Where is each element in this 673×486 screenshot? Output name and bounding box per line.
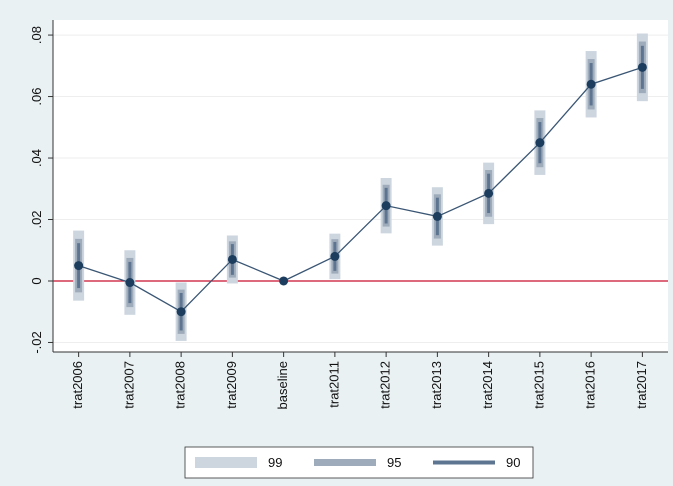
x-tick-label: trat2007 bbox=[121, 361, 136, 409]
x-tick-label: trat2013 bbox=[429, 361, 444, 409]
estimate-point bbox=[535, 138, 545, 148]
plot-area bbox=[53, 20, 668, 352]
estimate-line bbox=[78, 66, 643, 313]
estimate-point bbox=[227, 254, 237, 264]
legend-label: 99 bbox=[268, 455, 282, 470]
estimate-point bbox=[330, 251, 340, 261]
y-tick-label: .04 bbox=[29, 149, 44, 167]
x-tick-label: trat2012 bbox=[378, 361, 393, 409]
y-tick-label: .08 bbox=[29, 26, 44, 44]
x-tick-label: trat2009 bbox=[224, 361, 239, 409]
x-tick-label: trat2017 bbox=[634, 361, 649, 409]
legend-label: 95 bbox=[387, 455, 401, 470]
estimate-point bbox=[74, 261, 84, 271]
estimate-point bbox=[637, 62, 647, 72]
estimate-point bbox=[125, 278, 135, 288]
x-tick-label: trat2011 bbox=[326, 361, 341, 408]
x-tick-label: trat2008 bbox=[173, 361, 188, 409]
x-tick-label: trat2016 bbox=[583, 361, 598, 409]
x-tick-label: trat2015 bbox=[531, 361, 546, 409]
x-tick-label: baseline bbox=[275, 361, 290, 409]
estimate-point bbox=[484, 188, 494, 198]
estimate-point bbox=[586, 79, 596, 89]
estimate-point bbox=[381, 201, 391, 211]
y-tick-label: -.02 bbox=[29, 331, 44, 353]
y-tick-label: .02 bbox=[29, 210, 44, 228]
legend-label: 90 bbox=[506, 455, 520, 470]
estimate-point bbox=[176, 307, 186, 317]
y-tick-label: .06 bbox=[29, 88, 44, 106]
estimate-point bbox=[432, 211, 442, 221]
x-tick-label: trat2014 bbox=[480, 361, 495, 409]
y-tick-label: 0 bbox=[29, 277, 44, 284]
x-tick-label: trat2006 bbox=[70, 361, 85, 409]
estimate-point bbox=[279, 276, 289, 286]
